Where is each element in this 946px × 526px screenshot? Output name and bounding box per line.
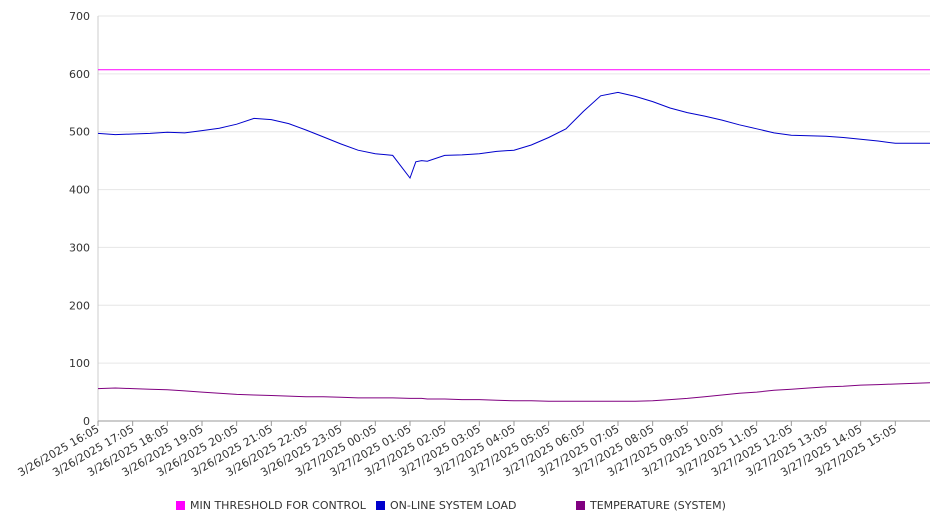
y-tick-label: 500 — [69, 126, 90, 139]
y-tick-label: 700 — [69, 10, 90, 23]
y-tick-label: 600 — [69, 68, 90, 81]
legend-swatch — [376, 501, 385, 510]
y-axis-ticks: 0 100 200 300 400 500 600 700 — [69, 10, 90, 428]
series-line-3 — [97, 382, 931, 402]
y-tick-label: 300 — [69, 241, 90, 254]
legend-label: TEMPERATURE (SYSTEM) — [589, 499, 726, 512]
legend: MIN THRESHOLD FOR CONTROL ON-LINE SYSTEM … — [176, 499, 726, 512]
y-tick-label: 200 — [69, 299, 90, 312]
grid-lines — [98, 15, 930, 422]
y-tick-label: 100 — [69, 357, 90, 370]
legend-swatch — [576, 501, 585, 510]
legend-label: MIN THRESHOLD FOR CONTROL — [190, 499, 367, 512]
legend-swatch — [176, 501, 185, 510]
y-tick-label: 0 — [83, 415, 90, 428]
series-line-2 — [97, 91, 930, 180]
series-lines — [97, 69, 931, 402]
legend-label: ON-LINE SYSTEM LOAD — [390, 499, 516, 512]
y-tick-label: 400 — [69, 184, 90, 197]
axes — [97, 16, 930, 422]
x-axis-ticks: 3/26/2025 16:053/26/2025 17:053/26/2025 … — [16, 421, 899, 479]
